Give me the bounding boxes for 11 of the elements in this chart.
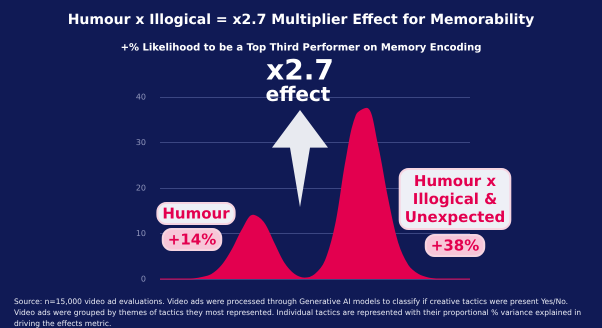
y-tick-label: 0 [140, 274, 146, 284]
annotation: +14% [168, 230, 216, 248]
chart-title: Humour x Illogical = x2.7 Multiplier Effect for Memorability [68, 12, 534, 28]
y-tick-label: 30 [136, 138, 146, 147]
chart-subtitle: +% Likelihood to be a Top Third Performer on Memory Encoding [120, 42, 482, 54]
annotation: Humour x Illogical & Unexpected [404, 172, 506, 226]
y-tick-label: 10 [136, 229, 146, 238]
annotation: Humour [162, 204, 230, 222]
y-tick-label: 20 [136, 184, 146, 192]
annotation: +38% [430, 236, 480, 254]
y-tick-label: 40 [136, 92, 146, 102]
